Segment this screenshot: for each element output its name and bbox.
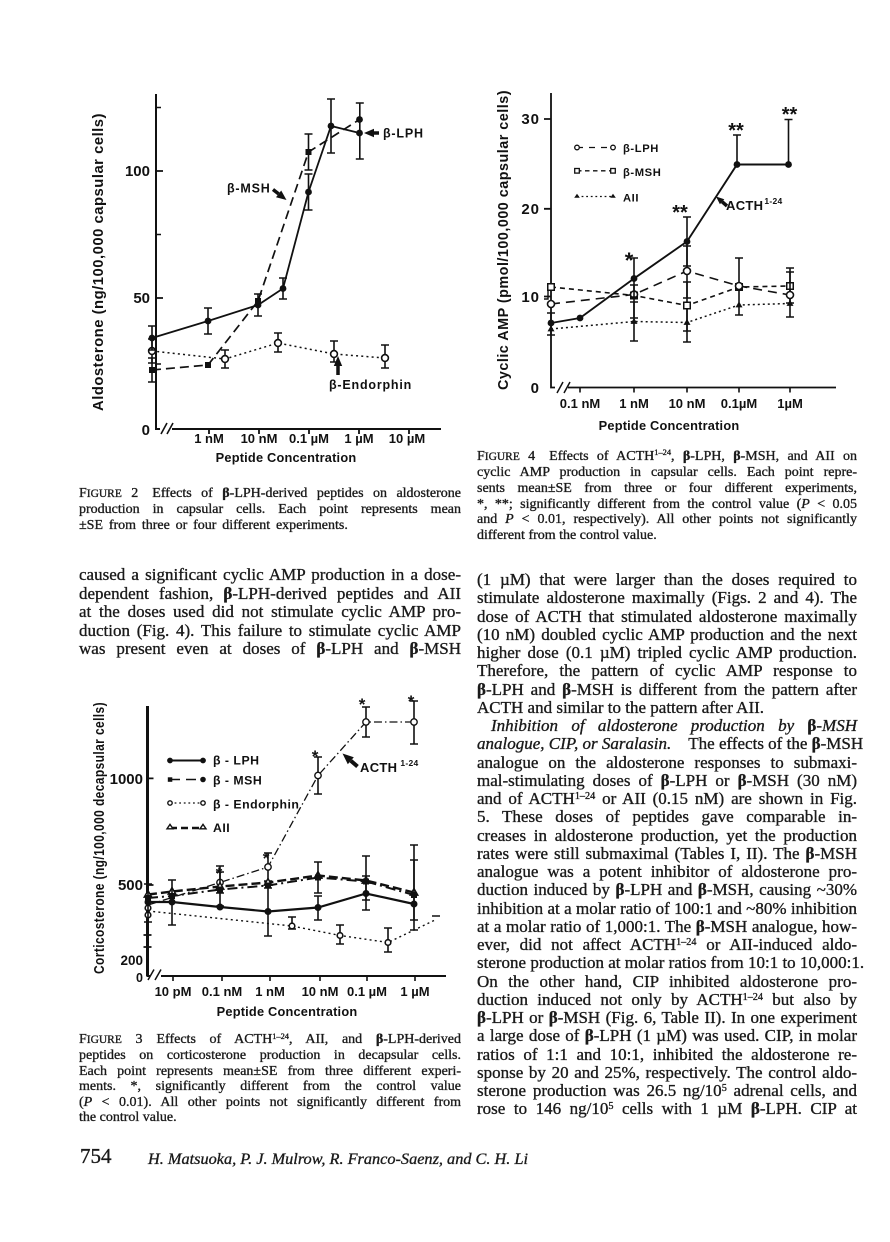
svg-text:1 nM: 1 nM [619, 396, 649, 411]
svg-text:1 µM: 1 µM [344, 431, 373, 446]
svg-text:0: 0 [136, 971, 143, 985]
svg-text:*: * [263, 849, 270, 868]
svg-text:β-Endorphin: β-Endorphin [329, 378, 412, 392]
svg-text:Cyclic AMP (pmol/100,000 capsu: Cyclic AMP (pmol/100,000 capsular cells) [496, 90, 512, 390]
svg-text:1µM: 1µM [777, 396, 803, 411]
svg-text:β - LPH: β - LPH [213, 754, 260, 768]
svg-text:ACTH1-24: ACTH1-24 [726, 196, 783, 213]
svg-text:200: 200 [120, 953, 143, 968]
svg-text:AII: AII [623, 193, 639, 205]
svg-text:ACTH1-24: ACTH1-24 [360, 758, 419, 775]
svg-text:1 nM: 1 nM [194, 431, 224, 446]
svg-text:β-MSH: β-MSH [623, 167, 661, 179]
svg-text:0.1 nM: 0.1 nM [560, 396, 600, 411]
svg-text:AII: AII [213, 821, 230, 835]
svg-text:500: 500 [118, 877, 143, 894]
svg-text:Aldosterone (ng/100,000 capsul: Aldosterone (ng/100,000 capsular cells) [91, 113, 107, 411]
svg-text:*: * [359, 695, 366, 714]
svg-text:**: ** [672, 202, 688, 224]
svg-text:100: 100 [125, 163, 150, 180]
svg-text:10 nM: 10 nM [669, 396, 706, 411]
svg-text:β-MSH: β-MSH [227, 182, 271, 196]
svg-text:Peptide Concentration: Peptide Concentration [217, 1004, 358, 1019]
svg-text:β - Endorphin: β - Endorphin [213, 798, 299, 812]
svg-text:Corticosterone (ng/100,000 dec: Corticosterone (ng/100,000 decapsular ce… [92, 702, 108, 974]
svg-text:50: 50 [133, 290, 150, 307]
svg-text:0: 0 [531, 380, 540, 397]
svg-text:0: 0 [142, 422, 150, 439]
svg-text:20: 20 [521, 201, 540, 218]
svg-text:β-LPH: β-LPH [623, 143, 659, 155]
svg-text:0.1 µM: 0.1 µM [289, 431, 329, 446]
svg-text:β-LPH: β-LPH [383, 127, 424, 141]
svg-text:Peptide Concentration: Peptide Concentration [216, 450, 357, 465]
svg-text:30: 30 [521, 111, 540, 128]
svg-text:10 nM: 10 nM [302, 984, 339, 999]
svg-text:**: ** [782, 104, 798, 126]
svg-text:1 nM: 1 nM [255, 984, 285, 999]
svg-text:**: ** [728, 120, 744, 142]
svg-text:0.1 µM: 0.1 µM [347, 984, 387, 999]
svg-text:Peptide Concentration: Peptide Concentration [599, 418, 740, 433]
svg-text:10 nM: 10 nM [241, 431, 278, 446]
svg-text:*: * [408, 692, 415, 711]
svg-text:1000: 1000 [110, 771, 143, 788]
svg-text:*: * [216, 864, 223, 883]
svg-text:*: * [625, 248, 634, 273]
svg-text:1 µM: 1 µM [400, 984, 429, 999]
svg-text:10 pM: 10 pM [155, 984, 192, 999]
svg-text:*: * [312, 747, 319, 766]
svg-text:β - MSH: β - MSH [213, 774, 262, 788]
svg-text:10 µM: 10 µM [389, 431, 425, 446]
svg-text:0.1 nM: 0.1 nM [202, 984, 242, 999]
svg-text:0.1µM: 0.1µM [721, 396, 757, 411]
svg-text:10: 10 [521, 289, 540, 306]
